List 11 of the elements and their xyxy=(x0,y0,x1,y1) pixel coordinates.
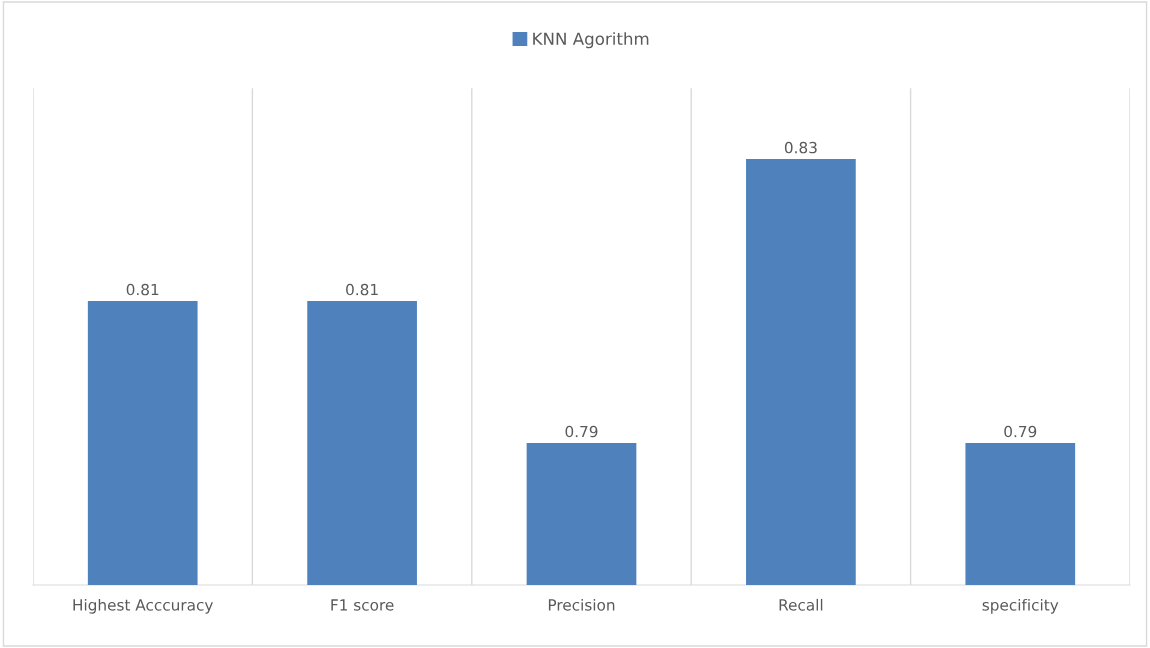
data-label: 0.79 xyxy=(1004,425,1037,438)
data-label: 0.83 xyxy=(784,141,817,154)
x-tick-label: Precision xyxy=(548,598,615,611)
legend-label: KNN Agorithm xyxy=(533,32,649,49)
x-tick-label: F1 score xyxy=(331,599,394,611)
x-tick-label: Recall xyxy=(779,598,823,611)
data-label: 0.81 xyxy=(126,283,159,296)
x-tick-label: specificity xyxy=(982,598,1059,614)
data-label: 0.81 xyxy=(346,283,378,296)
data-label: 0.79 xyxy=(565,425,598,438)
x-tick-label: Highest Acccuracy xyxy=(73,598,213,614)
